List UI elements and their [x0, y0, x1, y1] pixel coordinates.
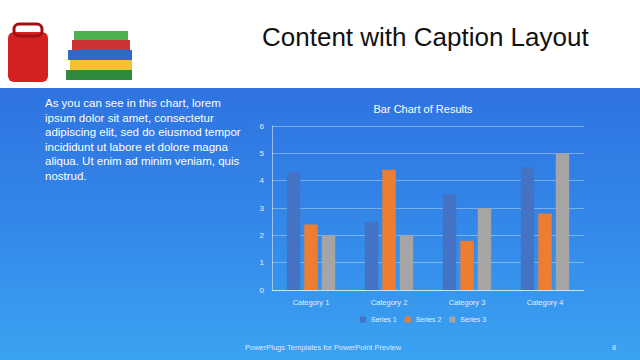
- svg-text:1: 1: [260, 258, 265, 267]
- svg-text:Category 3: Category 3: [449, 298, 486, 307]
- svg-text:Category 2: Category 2: [371, 298, 408, 307]
- svg-text:Series 1: Series 1: [371, 316, 397, 323]
- html-text:Content with Caption Layout: Content with Caption Layout: [262, 22, 589, 52]
- svg-text:Bar Chart of Results: Bar Chart of Results: [373, 103, 473, 115]
- svg-text:Series 2: Series 2: [416, 316, 442, 323]
- html-text:PowerPlugs Templates for Power: PowerPlugs Templates for PowerPoint Prev…: [245, 343, 402, 352]
- svg-text:Series 3: Series 3: [460, 316, 486, 323]
- svg-text:5: 5: [260, 149, 265, 158]
- svg-text:2: 2: [260, 231, 265, 240]
- html-text:8: 8: [612, 343, 617, 352]
- svg-text:Category 1: Category 1: [293, 298, 330, 307]
- svg-text:0: 0: [260, 286, 265, 295]
- html-text:As you can see in this chart,: As you can see in this chart, lorem ipsu…: [45, 97, 241, 182]
- svg-text:3: 3: [260, 204, 265, 213]
- svg-text:4: 4: [260, 176, 265, 185]
- svg-text:Category 4: Category 4: [527, 298, 564, 307]
- svg-text:6: 6: [260, 122, 265, 131]
